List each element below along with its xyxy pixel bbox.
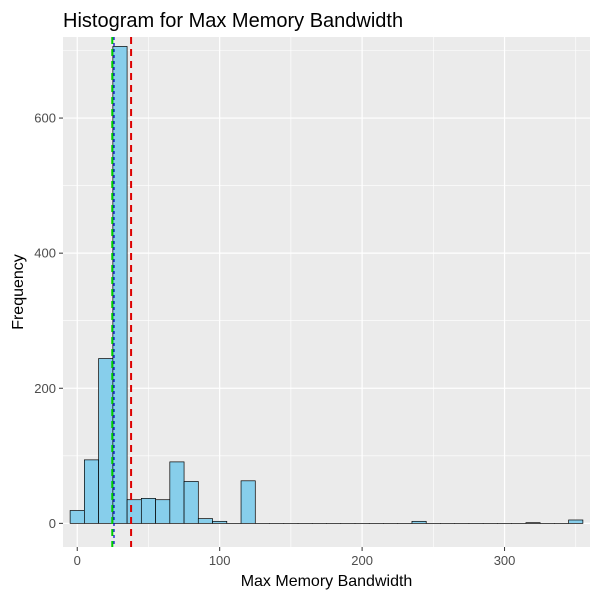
histogram-bar <box>155 499 171 524</box>
histogram-bar <box>525 522 541 524</box>
histogram-bar <box>140 498 156 524</box>
reference-lines <box>111 37 133 547</box>
histogram-bar <box>169 461 185 524</box>
chart-title: Histogram for Max Memory Bandwidth <box>63 10 403 32</box>
x-tick-label: 300 <box>494 553 516 568</box>
y-tick-label: 600 <box>34 111 56 126</box>
histogram-bar <box>212 520 228 524</box>
histogram-bar <box>568 519 584 524</box>
y-axis-ticks: 0 200 400 600 <box>34 111 63 531</box>
x-tick-label: 100 <box>209 553 231 568</box>
y-tick-label: 400 <box>34 246 56 261</box>
histogram-bar <box>126 499 142 524</box>
x-tick-label: 0 <box>74 553 81 568</box>
histogram-bar <box>411 520 427 524</box>
x-axis-ticks: 0 100 200 300 <box>74 547 516 568</box>
histogram-bar <box>98 358 114 524</box>
y-tick-label: 200 <box>34 381 56 396</box>
x-axis-title: Max Memory Bandwidth <box>241 573 413 590</box>
histogram-bar <box>197 518 213 524</box>
grid-minor <box>63 37 590 547</box>
histogram-bar <box>240 480 256 524</box>
histogram-bars <box>69 46 584 524</box>
histogram-bar <box>183 481 199 524</box>
y-tick-label: 0 <box>49 516 56 531</box>
plot-panel <box>63 37 590 547</box>
x-tick-label: 200 <box>351 553 373 568</box>
y-axis-title: Frequency <box>10 254 27 330</box>
histogram-bar <box>112 46 128 524</box>
histogram-bar <box>84 459 99 524</box>
histogram-bar <box>69 510 85 524</box>
